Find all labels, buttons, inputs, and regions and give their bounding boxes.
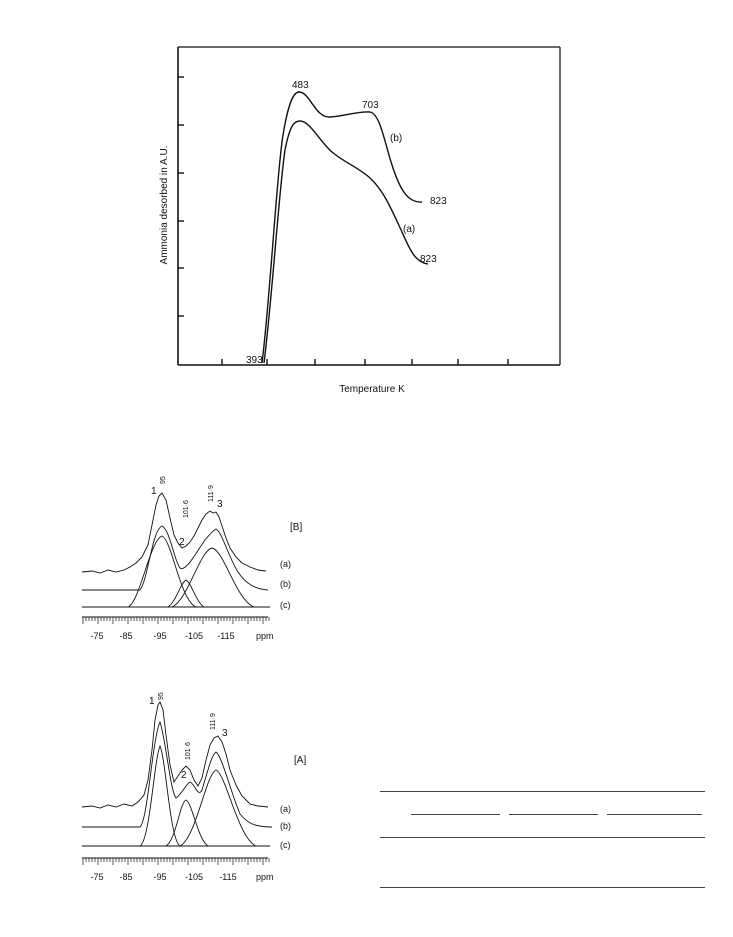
table-column-group-rule <box>411 814 500 815</box>
tpd-label-end-b: 823 <box>430 196 447 207</box>
table-bottom-rule <box>380 887 705 888</box>
tpd-label-peak1: 483 <box>292 80 309 91</box>
tpd-y-label: Ammonia desorbed in A.U. <box>159 146 170 265</box>
nmr-a-peak-2-ppm: 101·6 <box>185 742 192 760</box>
nmr-a-component-1 <box>139 744 181 847</box>
nmr-b-trace-label-c: (c) <box>280 600 291 610</box>
nmr-b-component-3 <box>171 547 255 608</box>
table-column-group-rule <box>607 814 702 815</box>
nmr-a-tick-label: -105 <box>185 872 203 882</box>
nmr-a-ticks <box>82 858 270 865</box>
tpd-label-peak2: 703 <box>362 100 379 111</box>
nmr-b-peak-3-number: 3 <box>217 499 223 510</box>
table-top-rule <box>380 791 705 792</box>
nmr-b-tick-label: -115 <box>217 631 234 641</box>
nmr-b-panel-label: [B] <box>290 522 302 533</box>
tpd-ticks <box>178 76 509 365</box>
nmr-a-panel-label: [A] <box>294 755 306 766</box>
nmr-a-peak-3-number: 3 <box>222 728 228 739</box>
nmr-a-trace-label-c: (c) <box>280 840 291 850</box>
nmr-b-trace-label-b: (b) <box>280 579 291 589</box>
table-header-rule <box>380 837 705 838</box>
nmr-b-component-2 <box>167 579 205 608</box>
nmr-a-trace-a <box>81 701 269 809</box>
nmr-a-tick-label: -85 <box>119 872 132 882</box>
nmr-a-peak-1-number: 1 <box>149 696 155 707</box>
tpd-figure: 393 483 703 (b) 823 (a) 823 Ammonia deso… <box>159 46 561 395</box>
nmr-b-ticks <box>82 617 270 624</box>
nmr-a-trace-label-b: (b) <box>280 821 291 831</box>
nmr-b-trace-a <box>81 492 267 574</box>
nmr-b-peak-1-ppm: 95 <box>160 476 167 484</box>
nmr-b-component-1 <box>127 535 197 608</box>
nmr-a-component-3 <box>179 769 257 847</box>
tpd-label-curve-a: (a) <box>403 224 415 235</box>
nmr-panel-a: -75 -85 -95 -105 -115 ppm 1 95 2 101·6 3… <box>81 692 306 882</box>
table-column-group-rule <box>509 814 598 815</box>
nmr-a-axis-unit: ppm <box>256 872 274 882</box>
nmr-b-peak-2-number: 2 <box>179 537 185 548</box>
nmr-a-trace-label-a: (a) <box>280 804 291 814</box>
nmr-a-tick-label: -115 <box>219 872 236 882</box>
tpd-curve-b <box>261 91 423 364</box>
nmr-b-trace-label-a: (a) <box>280 559 291 569</box>
nmr-b-peak-1-number: 1 <box>151 486 157 497</box>
tpd-x-label: Temperature K <box>339 384 405 395</box>
nmr-b-tick-label: -95 <box>153 631 166 641</box>
nmr-a-trace-b <box>82 720 273 828</box>
nmr-b-tick-label: -85 <box>119 631 132 641</box>
tpd-label-curve-b: (b) <box>390 133 402 144</box>
nmr-a-component-2 <box>165 799 209 847</box>
tpd-label-start: 393 <box>246 355 263 366</box>
nmr-b-trace-b <box>82 525 269 591</box>
nmr-b-tick-label: -105 <box>185 631 203 641</box>
nmr-a-peak-2-number: 2 <box>181 770 187 781</box>
tpd-label-end-a: 823 <box>420 254 437 265</box>
nmr-b-axis-unit: ppm <box>256 631 274 641</box>
nmr-panel-b: -75 -85 -95 -105 -115 ppm 1 95 2 101·6 3… <box>81 476 302 641</box>
nmr-a-peak-1-ppm: 95 <box>158 692 165 700</box>
nmr-b-peak-2-ppm: 101·6 <box>183 500 190 518</box>
nmr-a-tick-label: -75 <box>90 872 103 882</box>
nmr-a-tick-label: -95 <box>153 872 166 882</box>
nmr-b-peak-3-ppm: 111·9 <box>208 485 215 502</box>
nmr-b-tick-label: -75 <box>90 631 103 641</box>
tpd-curve-a <box>263 120 429 364</box>
nmr-a-peak-3-ppm: 111·9 <box>210 713 217 730</box>
